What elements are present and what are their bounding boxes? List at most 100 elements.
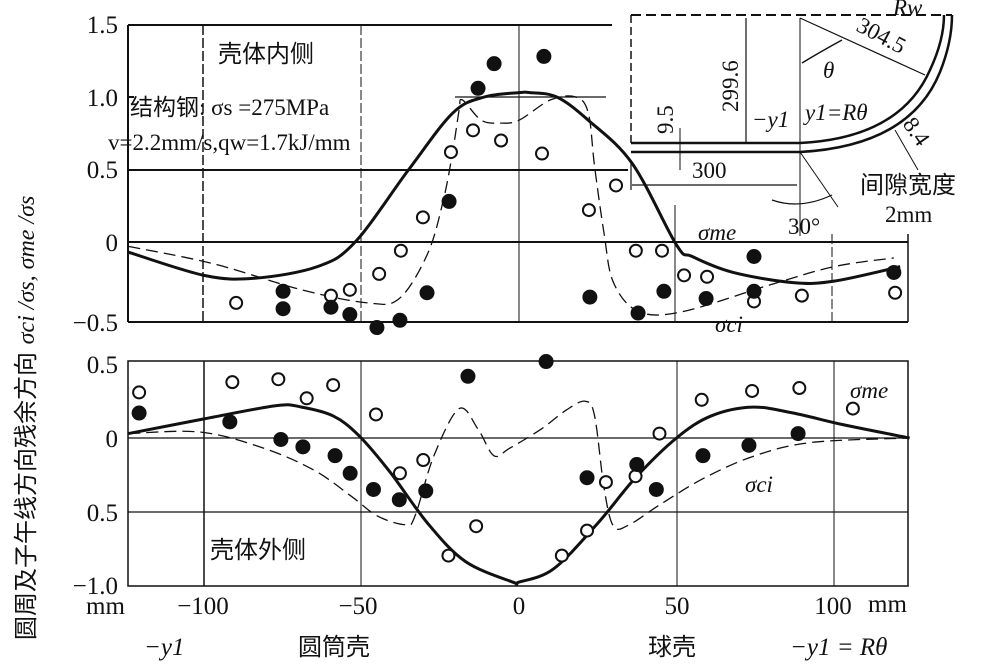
bottom-curve-label-sigma-ci: σci [745,472,773,497]
top-data-point-sigma-ci [582,289,598,305]
inset-dim-thickness: 9.5 [653,105,678,134]
top-data-point-sigma-ci [746,283,762,299]
bottom-curve-sigma-ci [128,400,910,531]
y-axis-label: 圆周及子午线方向残余方向 σci /σs, σme /σs [6,196,41,640]
top-data-point-sigma-ci [470,80,486,96]
bottom-data-point-sigma-me [299,391,314,406]
bottom-data-point-sigma-me [225,375,240,390]
bottom-panel-title: 壳体外侧 [210,536,306,564]
top-data-point-sigma-me [700,269,715,284]
inset-radius-line [799,17,926,76]
bottom-data-point-sigma-me [469,519,484,534]
top-data-point-sigma-me [494,133,509,148]
bottom-ytick-label: 0 [106,426,119,453]
top-data-point-sigma-ci [323,299,339,315]
top-data-point-sigma-ci [630,305,646,321]
bottom-data-point-sigma-ci [418,483,434,499]
inset-angle-theta: θ [823,58,834,83]
bottom-data-point-sigma-ci [327,448,343,464]
top-ytick-label: 0.5 [87,157,118,184]
top-data-point-sigma-ci [419,285,435,301]
top-data-point-sigma-me [372,266,387,281]
top-data-point-sigma-ci [392,312,408,328]
bottom-data-point-sigma-me [628,469,643,484]
top-data-point-sigma-me [581,203,596,218]
top-data-point-sigma-me [794,288,809,303]
bottom-data-point-sigma-me [271,372,286,387]
top-data-point-sigma-ci [886,264,902,280]
y-axis-label-symbols: σci /σs, σme /σs [14,195,40,345]
bottom-data-point-sigma-me [598,475,613,490]
bottom-data-point-sigma-ci [273,431,289,447]
top-curve-label-sigma-ci: σci [715,312,743,337]
top-data-point-sigma-ci [275,301,291,317]
bottom-data-point-sigma-me [326,378,341,393]
inset-30deg-arc [771,194,833,205]
bottom-data-point-sigma-ci [790,426,806,442]
top-panel-title: 壳体内侧 [218,40,314,68]
top-data-point-sigma-ci [746,249,762,264]
inset-theta-arc [801,39,843,64]
bottom-data-point-sigma-me [745,383,760,398]
bottom-data-point-sigma-ci [222,414,238,430]
xtick-label: −100 [177,593,229,620]
inset-y1-eq: y1=Rθ [803,100,868,125]
bottom-data-point-sigma-me [554,548,569,563]
x-label-spherical-shell: 球壳 [648,633,696,661]
bottom-data-point-sigma-me [132,385,147,400]
material-annotation: 结构钢: σs =275MPa [130,95,329,120]
top-ytick-label: 1.5 [87,12,118,39]
bottom-data-point-sigma-ci [460,368,476,384]
x-symbol-left: −y1 [144,634,184,661]
top-data-point-sigma-me [888,285,903,300]
bottom-data-point-sigma-me [792,381,807,396]
bottom-curve-sigma-me [128,403,910,586]
top-ytick-label: 0 [106,230,119,257]
x-label-cylinder-shell: 圆筒壳 [298,633,370,661]
bottom-data-point-sigma-ci [579,470,595,486]
inset-dim-height: 299.6 [718,60,743,112]
top-data-point-sigma-ci [441,193,457,209]
bottom-data-point-sigma-ci [131,405,147,421]
bottom-panel-border [127,360,909,587]
inset-angle-30: 30° [788,214,820,239]
inset-gap-value: 2mm [885,202,932,227]
inset-neg-y1: −y1 [752,107,789,132]
bottom-ytick-label: −1.0 [73,573,118,600]
top-data-point-sigma-me [609,178,624,193]
xtick-label: −50 [338,593,377,620]
top-data-point-sigma-me [342,282,357,297]
bottom-data-point-sigma-me [392,466,407,481]
top-data-point-sigma-me [466,123,481,138]
top-data-point-sigma-me [655,243,670,258]
bottom-data-point-sigma-ci [695,448,711,464]
top-data-point-sigma-me [534,146,549,161]
bottom-data-point-sigma-me [441,548,456,563]
bottom-data-point-sigma-ci [538,354,554,370]
top-data-point-sigma-ci [275,283,291,299]
bottom-data-point-sigma-me [416,453,431,468]
top-data-point-sigma-ci [369,320,385,336]
top-data-point-sigma-ci [656,283,672,299]
inset-gap-label: 间隙宽度 [860,171,956,199]
bottom-data-point-sigma-me [694,392,709,407]
top-data-point-sigma-me [229,295,244,310]
top-data-point-sigma-ci [342,307,358,322]
y-axis-label-cn: 圆周及子午线方向残余方向 [12,352,40,640]
bottom-data-point-sigma-ci [741,437,757,453]
xtick-label: 0 [513,593,526,620]
top-data-point-sigma-me [393,243,408,258]
weld-geometry-inset [630,14,954,236]
bottom-ytick-label: 0.5 [87,500,118,527]
bottom-data-point-sigma-ci [629,456,645,472]
bottom-curve-label-sigma-me: σme [850,378,888,403]
top-curve-label-sigma-me: σme [698,220,736,245]
bottom-data-point-sigma-ci [295,439,311,455]
top-data-point-sigma-me [677,268,692,283]
x-unit-right: mm [868,591,907,618]
bottom-data-point-sigma-me [368,407,383,422]
top-ytick-label: −0.5 [73,310,118,337]
inset-gap-leader [894,129,919,171]
xtick-label: 50 [665,593,690,620]
top-data-point-sigma-ci [536,48,552,64]
